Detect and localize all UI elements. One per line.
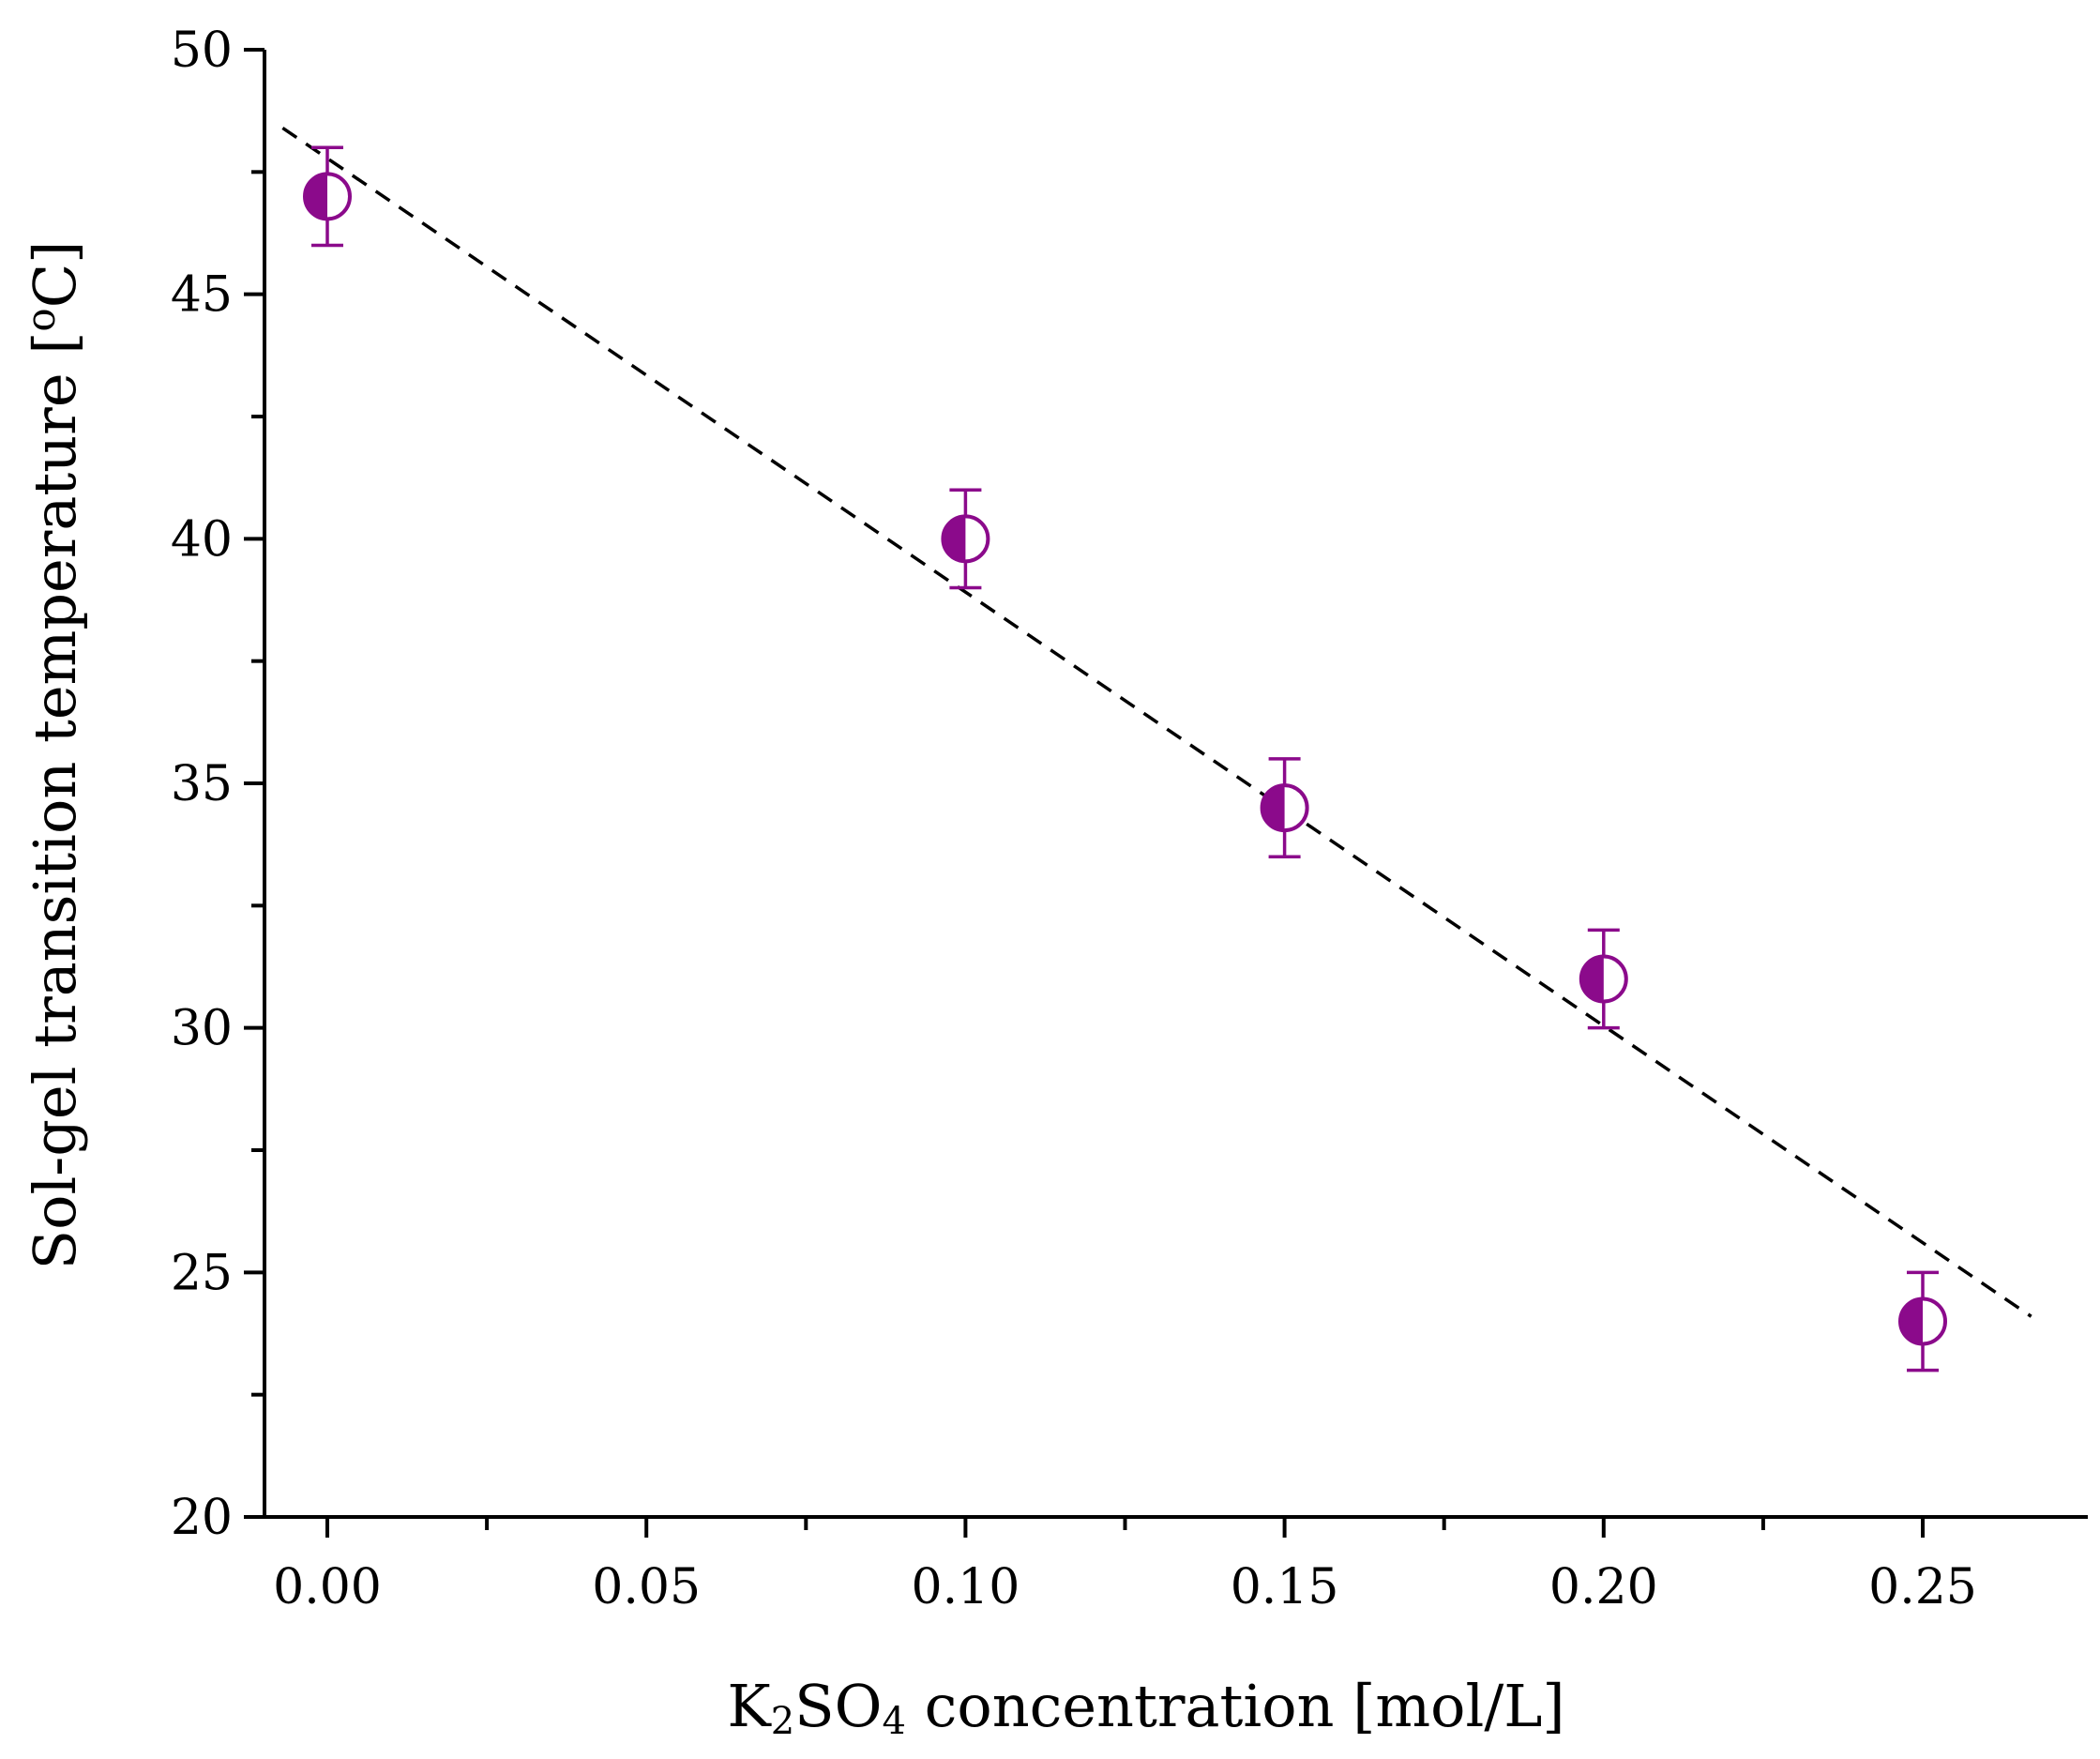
x-tick-label: 0.20	[1549, 1559, 1658, 1615]
y-tick-label: 40	[171, 511, 233, 568]
y-tick-label: 25	[171, 1245, 233, 1301]
x-axis-title-sub-1: 2	[771, 1700, 794, 1743]
marker-filled-half	[1580, 956, 1604, 1002]
marker-outline	[1579, 954, 1628, 1004]
y-axis-title-sup: o	[18, 308, 64, 331]
x-axis-title-part-c: concentration [mol/L]	[906, 1672, 1565, 1740]
x-tick-label: 0.05	[592, 1559, 701, 1615]
x-tick-label: 0.10	[912, 1559, 1020, 1615]
marker-filled-half	[1262, 785, 1285, 831]
fit-line	[281, 126, 2032, 1318]
marker-filled-half	[305, 174, 327, 220]
marker-outline	[1898, 1297, 1947, 1346]
data-point	[941, 488, 990, 590]
fit-line-group	[281, 126, 2032, 1318]
x-tick-label: 0.25	[1868, 1559, 1977, 1615]
x-tick-label: 0.15	[1231, 1559, 1339, 1615]
y-tick-label: 20	[171, 1490, 233, 1546]
y-axis-title: Sol-gel transition temperature [oC]	[18, 241, 89, 1270]
marker-outline	[1260, 783, 1309, 833]
axes	[263, 50, 2088, 1519]
data-points	[303, 145, 1947, 1372]
data-point	[1898, 1270, 1947, 1372]
y-tick-label: 35	[171, 756, 233, 812]
y-axis-title-part-a: Sol-gel transition temperature [	[21, 332, 89, 1270]
x-axis-title-sub-2: 4	[882, 1700, 905, 1743]
marker-outline	[941, 514, 990, 564]
x-axis-title-part-a: K	[727, 1672, 772, 1740]
data-point	[1260, 757, 1309, 858]
x-axis-title-part-b: SO	[794, 1672, 882, 1740]
data-point	[1579, 928, 1628, 1030]
y-tick-label: 45	[171, 267, 233, 324]
marker-filled-half	[1900, 1298, 1923, 1344]
ticks	[244, 48, 1925, 1538]
tick-labels: 0.00 0.05 0.10 0.15 0.20 0.25 20 25 30 35 40 45 50	[171, 23, 1977, 1615]
y-axis-title-part-b: C]	[21, 241, 89, 309]
marker-filled-half	[943, 516, 966, 562]
data-point	[303, 145, 352, 248]
x-tick-label: 0.00	[273, 1559, 382, 1615]
y-tick-label: 50	[171, 23, 233, 79]
x-axis-title: K2SO4 concentration [mol/L]	[727, 1672, 1564, 1743]
marker-outline	[303, 172, 352, 221]
y-tick-label: 30	[171, 1001, 233, 1057]
